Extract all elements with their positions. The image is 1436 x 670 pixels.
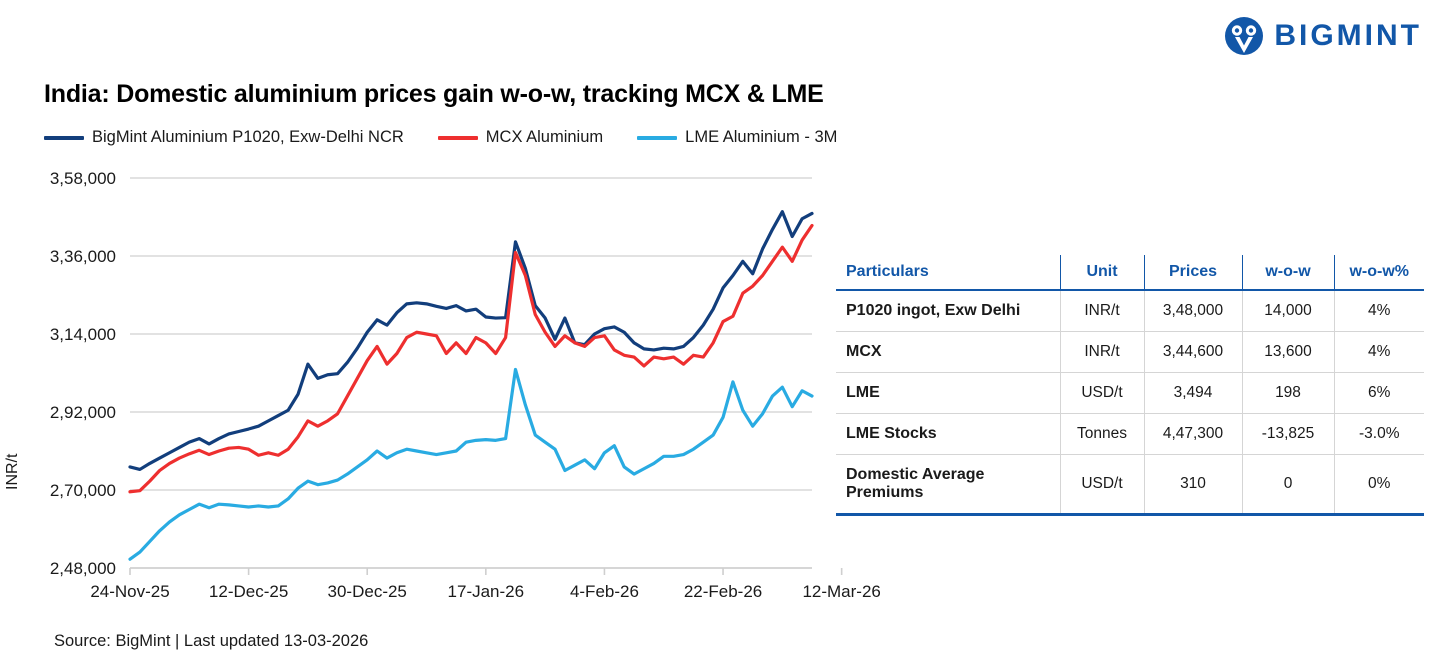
legend-label: LME Aluminium - 3M xyxy=(685,128,838,146)
x-axis-tick-label: 22-Feb-26 xyxy=(684,582,762,601)
legend-label: MCX Aluminium xyxy=(485,128,604,146)
cell-particulars: P1020 ingot, Exw Delhi xyxy=(836,290,1061,332)
cell-unit: USD/t xyxy=(1060,372,1145,414)
y-axis-tick-label: 3,14,000 xyxy=(50,325,116,344)
x-axis-tick-label: 12-Mar-26 xyxy=(802,582,880,601)
cell-wow-pct: 0% xyxy=(1334,454,1424,516)
cell-prices: 4,47,300 xyxy=(1144,413,1243,455)
cell-wow-pct: 4% xyxy=(1334,290,1424,332)
cell-unit: INR/t xyxy=(1060,290,1145,332)
cell-wow-pct: 6% xyxy=(1334,372,1424,414)
legend-label: BigMint Aluminium P1020, Exw-Delhi NCR xyxy=(92,128,404,146)
legend-swatch-icon xyxy=(437,135,478,140)
cell-prices: 310 xyxy=(1144,454,1243,516)
table-row: LME Stocks Tonnes 4,47,300 -13,825 -3.0% xyxy=(836,413,1424,455)
x-axis-tick-label: 24-Nov-25 xyxy=(90,582,169,601)
cell-particulars: LME Stocks xyxy=(836,413,1061,455)
cell-unit: USD/t xyxy=(1060,454,1145,516)
x-axis-tick-label: 30-Dec-25 xyxy=(328,582,407,601)
column-header-particulars: Particulars xyxy=(836,255,1061,291)
chart-series-line xyxy=(128,223,814,494)
chart-series-line xyxy=(128,210,814,472)
table-header-row: Particulars Unit Prices w-o-w w-o-w% xyxy=(836,255,1424,291)
column-header-wow: w-o-w xyxy=(1242,255,1335,291)
y-axis-tick-label: 2,92,000 xyxy=(50,403,116,422)
legend-item-mcx[interactable]: MCX Aluminium xyxy=(437,128,604,147)
cell-wow: 14,000 xyxy=(1242,290,1335,332)
table-row: LME USD/t 3,494 198 6% xyxy=(836,372,1424,414)
cell-wow: 0 xyxy=(1242,454,1335,516)
legend-swatch-icon xyxy=(637,135,678,140)
cell-wow: 198 xyxy=(1242,372,1335,414)
cell-wow: -13,825 xyxy=(1242,413,1335,455)
source-note: Source: BigMint | Last updated 13-03-202… xyxy=(54,632,369,650)
cell-unit: Tonnes xyxy=(1060,413,1145,455)
bigmint-logo-icon xyxy=(1224,16,1264,56)
cell-wow-pct: 4% xyxy=(1334,331,1424,373)
y-axis-tick-label: 2,48,000 xyxy=(50,559,116,578)
table-row: MCX INR/t 3,44,600 13,600 4% xyxy=(836,331,1424,373)
legend-item-bigmint[interactable]: BigMint Aluminium P1020, Exw-Delhi NCR xyxy=(44,128,404,147)
chart-series-line xyxy=(128,367,814,561)
cell-particulars: LME xyxy=(836,372,1061,414)
y-axis-tick-label: 3,36,000 xyxy=(50,247,116,266)
cell-prices: 3,48,000 xyxy=(1144,290,1243,332)
table-row: Domestic Average Premiums USD/t 310 0 0% xyxy=(836,454,1424,516)
column-header-prices: Prices xyxy=(1144,255,1243,291)
x-axis-tick-label: 4-Feb-26 xyxy=(570,582,639,601)
brand-name: BIGMINT xyxy=(1274,19,1422,52)
chart-canvas: 2,48,000 2,70,000 2,92,000 3,14,000 3,36,000… xyxy=(50,169,880,601)
y-axis-tick-label: 2,70,000 xyxy=(50,481,116,500)
brand-logo: BIGMINT xyxy=(1224,16,1422,56)
cell-unit: INR/t xyxy=(1060,331,1145,373)
legend-item-lme[interactable]: LME Aluminium - 3M xyxy=(637,128,837,147)
legend-swatch-icon xyxy=(44,135,84,140)
column-header-unit: Unit xyxy=(1060,255,1145,291)
y-axis-tick-label: 3,58,000 xyxy=(50,169,116,188)
cell-particulars: Domestic Average Premiums xyxy=(836,454,1061,516)
cell-prices: 3,494 xyxy=(1144,372,1243,414)
cell-particulars: MCX xyxy=(836,331,1061,373)
cell-wow: 13,600 xyxy=(1242,331,1335,373)
table-row: P1020 ingot, Exw Delhi INR/t 3,48,000 14,00… xyxy=(836,290,1424,332)
summary-table: Particulars Unit Prices w-o-w w-o-w% P10… xyxy=(836,255,1424,516)
line-chart: INR/t 2,48,000 2,70,000 2,92,000 3,14,000 3,… xyxy=(0,160,880,610)
x-axis-tick-label: 17-Jan-26 xyxy=(448,582,525,601)
column-header-wow-pct: w-o-w% xyxy=(1334,255,1424,291)
x-axis-tick-label: 12-Dec-25 xyxy=(209,582,288,601)
cell-prices: 3,44,600 xyxy=(1144,331,1243,373)
chart-legend: BigMint Aluminium P1020, Exw-Delhi NCR M… xyxy=(44,128,837,147)
cell-wow-pct: -3.0% xyxy=(1334,413,1424,455)
page-title: India: Domestic aluminium prices gain w-… xyxy=(44,80,824,108)
